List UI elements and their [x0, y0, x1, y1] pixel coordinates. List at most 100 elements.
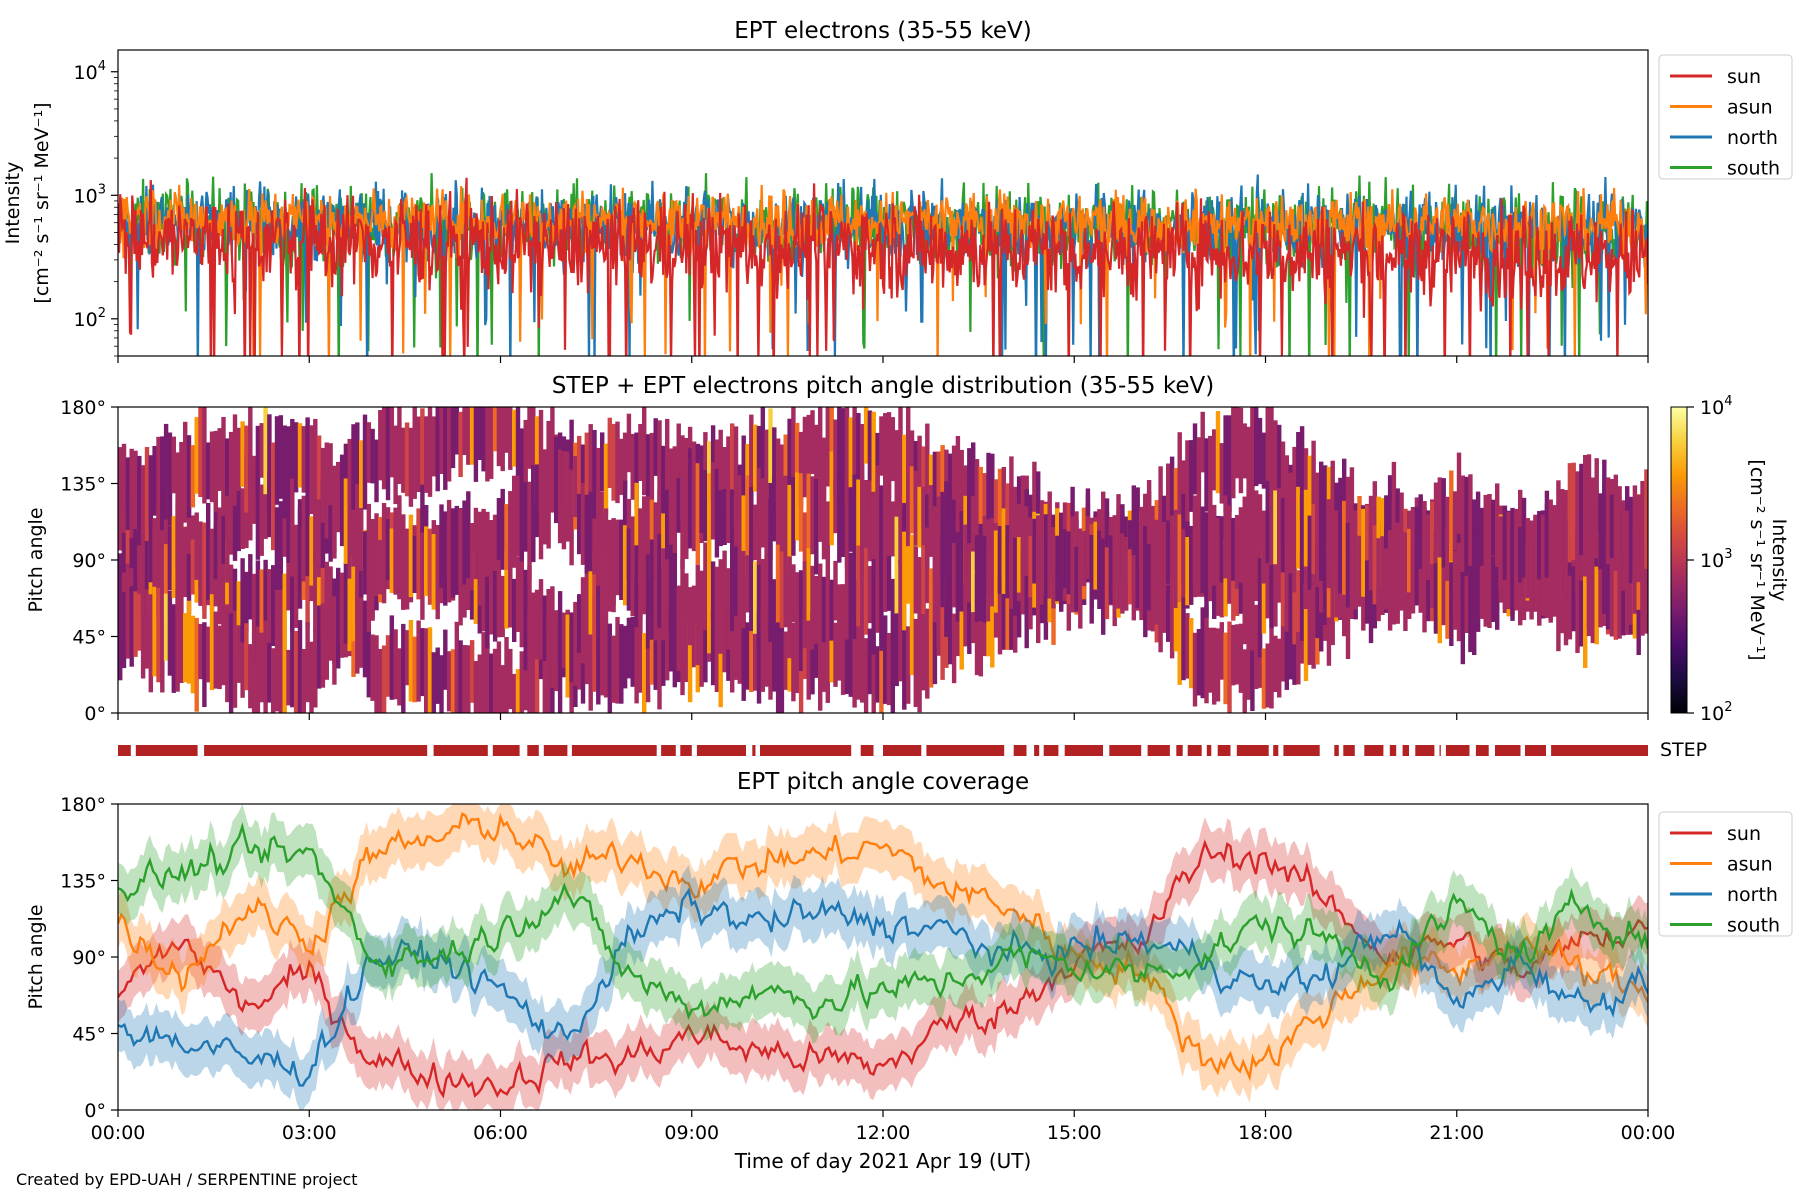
- heatmap-cell: [867, 628, 873, 695]
- heatmap-cell: [1181, 460, 1186, 525]
- heatmap-cell: [1227, 505, 1232, 604]
- heatmap-cell: [584, 606, 590, 685]
- heatmap-cell: [657, 489, 662, 547]
- heatmap-cell: [1365, 505, 1370, 597]
- heatmap-cell: [1177, 432, 1182, 518]
- heatmap-cell: [1024, 565, 1029, 649]
- heatmap-cell: [140, 589, 146, 679]
- heatmap-cell: [886, 412, 892, 499]
- heatmap-cell: [661, 445, 666, 515]
- heatmap-cell: [1208, 498, 1213, 586]
- heatmap-cell: [1334, 510, 1339, 587]
- heatmap-cell: [649, 499, 655, 579]
- heatmap-cell: [764, 429, 769, 502]
- heatmap-cell: [1418, 498, 1423, 570]
- heatmap-cell: [408, 514, 414, 598]
- heatmap-cell: [1280, 545, 1286, 627]
- heatmap-cell: [676, 477, 681, 533]
- heatmap-cell: [1472, 560, 1477, 655]
- heatmap-cell: [707, 556, 712, 654]
- heatmap-cell: [798, 570, 804, 671]
- heatmap-cell: [1579, 463, 1584, 556]
- heatmap-cell: [875, 541, 880, 633]
- heatmap-cell: [967, 543, 972, 603]
- heatmap-cell: [1338, 505, 1343, 594]
- heatmap-cell: [416, 508, 421, 600]
- heatmap-cell: [244, 571, 249, 632]
- heatmap-cell: [913, 470, 919, 546]
- heatmap-cell: [1506, 511, 1511, 569]
- heatmap-cell: [221, 617, 226, 686]
- coverage-line-asun: [118, 812, 1648, 1082]
- heatmap-cell: [481, 632, 486, 713]
- heatmap-cell: [489, 520, 494, 575]
- heatmap-cell: [557, 449, 563, 544]
- heatmap-cell: [837, 475, 842, 563]
- heatmap-cell: [672, 614, 678, 688]
- heatmap-cell: [691, 585, 697, 643]
- heatmap-cell: [1265, 407, 1270, 501]
- heatmap-cell: [550, 586, 555, 688]
- coverage-series-group: [118, 804, 1648, 1110]
- x-tick-label: 00:00: [1621, 1122, 1676, 1144]
- heatmap-cell: [1288, 472, 1293, 574]
- heatmap-cell: [756, 564, 762, 653]
- heatmap-cell: [890, 578, 896, 663]
- heatmap-cell: [607, 417, 613, 488]
- intensity-yticks: 102 103 104: [74, 59, 118, 357]
- heatmap-cell: [806, 414, 811, 517]
- heatmap-cell: [1009, 573, 1014, 650]
- heatmap-cell: [1185, 537, 1190, 606]
- heatmap-cell: [469, 407, 475, 465]
- heatmap-cell: [500, 488, 505, 570]
- intensity-panel: EPT electrons (35-55 keV) 102 103 104 Inte…: [2, 18, 1793, 363]
- heatmap-cell: [806, 548, 811, 621]
- heatmap-cell: [1273, 420, 1278, 513]
- heatmap-cell: [730, 614, 735, 693]
- step-bar: [1389, 745, 1397, 756]
- heatmap-cell: [990, 518, 995, 607]
- heatmap-cell: [657, 613, 662, 710]
- heatmap-cell: [1315, 472, 1320, 541]
- heatmap-cell: [381, 407, 387, 490]
- heatmap-cell: [944, 481, 949, 564]
- heatmap-cell: [515, 556, 521, 632]
- heatmap-cell: [840, 584, 846, 657]
- heatmap-cell: [1280, 625, 1286, 682]
- heatmap-cell: [1273, 635, 1278, 692]
- heatmap-cell: [1261, 432, 1267, 489]
- heatmap-cell: [940, 581, 945, 680]
- heatmap-cell: [1414, 506, 1420, 606]
- heatmap-cell: [1307, 515, 1313, 590]
- heatmap-cell: [1139, 543, 1144, 613]
- heatmap-cell: [1013, 588, 1018, 653]
- heatmap-cell: [856, 413, 861, 509]
- heatmap-cell: [1093, 521, 1098, 590]
- heatmap-cell: [362, 414, 368, 510]
- heatmap-cell: [1598, 499, 1603, 570]
- heatmap-cell: [649, 432, 655, 514]
- heatmap-cell: [932, 620, 938, 685]
- heatmap-cell: [615, 617, 620, 704]
- heatmap-cell: [768, 543, 773, 642]
- heatmap-cell: [251, 633, 257, 713]
- heatmap-cell: [1215, 411, 1221, 494]
- heatmap-cell: [653, 561, 658, 641]
- heatmap-cell: [156, 436, 161, 524]
- heatmap-cell: [1200, 506, 1205, 593]
- heatmap-cell: [435, 647, 440, 704]
- step-bar: [1206, 745, 1212, 756]
- heatmap-cell: [1231, 624, 1236, 686]
- heatmap-cell: [1280, 498, 1286, 573]
- heatmap-cell: [1277, 545, 1282, 603]
- heatmap-cell: [848, 552, 854, 648]
- heatmap-cell: [642, 549, 647, 615]
- heatmap-cell: [404, 630, 410, 686]
- heatmap-cell: [1353, 510, 1358, 610]
- heatmap-cell: [749, 414, 754, 501]
- heatmap-cell: [860, 620, 865, 703]
- coverage-band-asun: [118, 804, 1648, 1103]
- coverage-line-south: [118, 822, 1648, 1021]
- heatmap-cell: [840, 471, 846, 557]
- heatmap-cell: [971, 442, 976, 519]
